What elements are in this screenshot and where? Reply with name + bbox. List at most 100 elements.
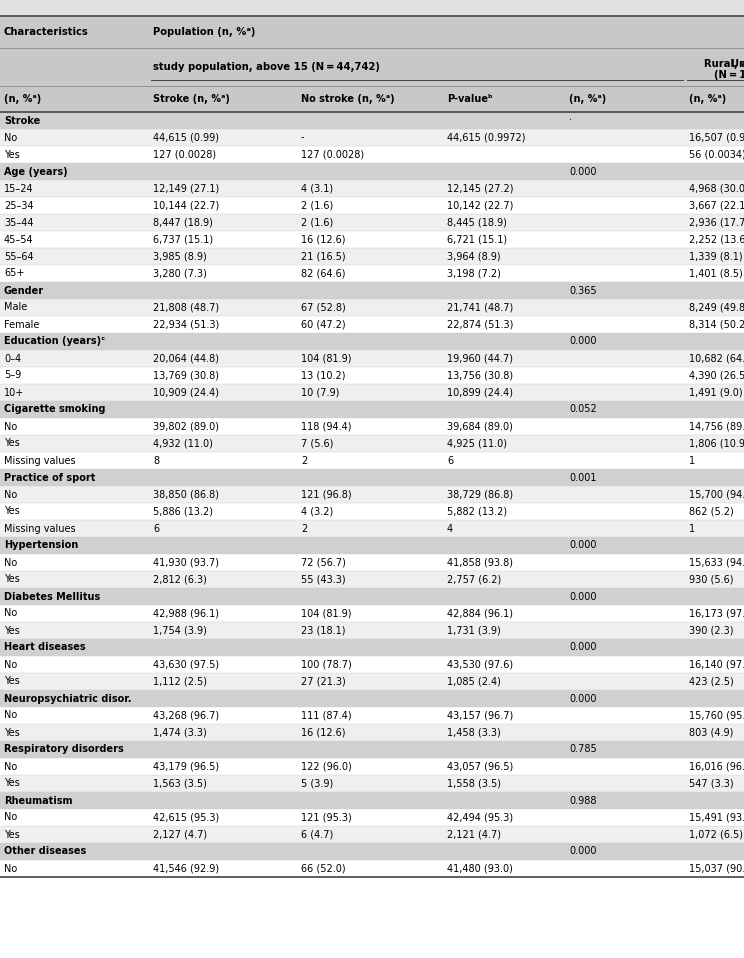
Text: 15,037 (90.9): 15,037 (90.9) xyxy=(689,863,744,874)
Text: 38,729 (86.8): 38,729 (86.8) xyxy=(447,490,513,499)
Text: 35–44: 35–44 xyxy=(4,217,33,227)
Text: 2,252 (13.6): 2,252 (13.6) xyxy=(689,235,744,244)
Text: 2,127 (4.7): 2,127 (4.7) xyxy=(153,830,207,839)
Text: 122 (96.0): 122 (96.0) xyxy=(301,762,352,771)
Text: 2,936 (17.7): 2,936 (17.7) xyxy=(689,217,744,227)
Text: 8,249 (49.8): 8,249 (49.8) xyxy=(689,303,744,312)
Bar xyxy=(0,707,744,724)
Text: 0.001: 0.001 xyxy=(569,472,597,483)
Text: 12,149 (27.1): 12,149 (27.1) xyxy=(153,184,219,194)
Bar xyxy=(0,231,744,248)
Text: 42,615 (95.3): 42,615 (95.3) xyxy=(153,812,219,823)
Text: 930 (5.6): 930 (5.6) xyxy=(689,575,734,584)
Text: 0.785: 0.785 xyxy=(569,744,597,755)
Text: 43,268 (96.7): 43,268 (96.7) xyxy=(153,711,219,720)
Text: 4 (3.2): 4 (3.2) xyxy=(301,507,333,516)
Text: Other diseases: Other diseases xyxy=(4,847,86,856)
Text: 390 (2.3): 390 (2.3) xyxy=(689,626,734,635)
Text: 100 (78.7): 100 (78.7) xyxy=(301,659,352,670)
Bar xyxy=(0,537,744,554)
Bar xyxy=(0,435,744,452)
Text: 5,882 (13.2): 5,882 (13.2) xyxy=(447,507,507,516)
Text: 10 (7.9): 10 (7.9) xyxy=(301,387,339,398)
Text: Neuropsychiatric disor.: Neuropsychiatric disor. xyxy=(4,694,132,703)
Bar xyxy=(0,469,744,486)
Text: 2,812 (6.3): 2,812 (6.3) xyxy=(153,575,207,584)
Bar xyxy=(0,690,744,707)
Text: 42,494 (95.3): 42,494 (95.3) xyxy=(447,812,513,823)
Text: 10,142 (22.7): 10,142 (22.7) xyxy=(447,200,513,211)
Text: 118 (94.4): 118 (94.4) xyxy=(301,422,351,431)
Text: (n, %ᵃ): (n, %ᵃ) xyxy=(569,94,606,104)
Bar xyxy=(0,367,744,384)
Text: Missing values: Missing values xyxy=(4,455,76,466)
Text: 1,491 (9.0): 1,491 (9.0) xyxy=(689,387,743,398)
Text: 7 (5.6): 7 (5.6) xyxy=(301,439,333,448)
Text: 0.000: 0.000 xyxy=(569,643,597,652)
Text: 10,144 (22.7): 10,144 (22.7) xyxy=(153,200,219,211)
Text: 16 (12.6): 16 (12.6) xyxy=(301,727,345,738)
Bar xyxy=(0,350,744,367)
Text: study population, above 15 (N = 44,742): study population, above 15 (N = 44,742) xyxy=(153,62,380,72)
Text: 16,016 (96.7): 16,016 (96.7) xyxy=(689,762,744,771)
Text: Stroke: Stroke xyxy=(4,116,40,125)
Bar xyxy=(0,299,744,316)
Text: 2,757 (6.2): 2,757 (6.2) xyxy=(447,575,501,584)
Text: 1,401 (8.5): 1,401 (8.5) xyxy=(689,268,743,279)
Text: 15,491 (93.5): 15,491 (93.5) xyxy=(689,812,744,823)
Bar xyxy=(0,16,744,48)
Bar xyxy=(0,605,744,622)
Bar xyxy=(0,860,744,877)
Text: No: No xyxy=(4,812,17,823)
Bar xyxy=(0,843,744,860)
Text: 6 (4.7): 6 (4.7) xyxy=(301,830,333,839)
Text: Gender: Gender xyxy=(4,285,44,295)
Text: 0.000: 0.000 xyxy=(569,694,597,703)
Text: Male: Male xyxy=(4,303,28,312)
Text: 111 (87.4): 111 (87.4) xyxy=(301,711,352,720)
Text: 2 (1.6): 2 (1.6) xyxy=(301,217,333,227)
Bar xyxy=(0,741,744,758)
Text: Stroke (n, %ᵃ): Stroke (n, %ᵃ) xyxy=(153,94,230,104)
Bar xyxy=(0,248,744,265)
Text: Rural, above 15: Rural, above 15 xyxy=(704,59,744,69)
Text: 44,615 (0.99): 44,615 (0.99) xyxy=(153,132,219,143)
Text: -: - xyxy=(301,132,304,143)
Text: 42,884 (96.1): 42,884 (96.1) xyxy=(447,608,513,619)
Text: 22,934 (51.3): 22,934 (51.3) xyxy=(153,320,219,330)
Text: 1,754 (3.9): 1,754 (3.9) xyxy=(153,626,207,635)
Text: (N = 16,563): (N = 16,563) xyxy=(714,70,744,80)
Text: 14,756 (89.1): 14,756 (89.1) xyxy=(689,422,744,431)
Text: 38,850 (86.8): 38,850 (86.8) xyxy=(153,490,219,499)
Text: 4 (3.1): 4 (3.1) xyxy=(301,184,333,194)
Text: 66 (52.0): 66 (52.0) xyxy=(301,863,346,874)
Text: Yes: Yes xyxy=(4,779,20,788)
Text: 104 (81.9): 104 (81.9) xyxy=(301,354,351,363)
Bar xyxy=(0,146,744,163)
Text: 27 (21.3): 27 (21.3) xyxy=(301,676,346,687)
Text: 55 (43.3): 55 (43.3) xyxy=(301,575,346,584)
Text: 803 (4.9): 803 (4.9) xyxy=(689,727,734,738)
Text: Respiratory disorders: Respiratory disorders xyxy=(4,744,124,755)
Text: 4,968 (30.0): 4,968 (30.0) xyxy=(689,184,744,194)
Text: 5–9: 5–9 xyxy=(4,371,22,380)
Text: 10,909 (24.4): 10,909 (24.4) xyxy=(153,387,219,398)
Bar xyxy=(0,401,744,418)
Text: 44,615 (0.9972): 44,615 (0.9972) xyxy=(447,132,525,143)
Text: 6: 6 xyxy=(447,455,453,466)
Text: 15,760 (95.1): 15,760 (95.1) xyxy=(689,711,744,720)
Text: Yes: Yes xyxy=(4,575,20,584)
Text: 0.000: 0.000 xyxy=(569,540,597,551)
Text: 1,112 (2.5): 1,112 (2.5) xyxy=(153,676,207,687)
Text: 5,886 (13.2): 5,886 (13.2) xyxy=(153,507,213,516)
Bar xyxy=(0,571,744,588)
Bar xyxy=(0,0,744,16)
Bar xyxy=(0,656,744,673)
Text: 0.000: 0.000 xyxy=(569,847,597,856)
Text: 6,737 (15.1): 6,737 (15.1) xyxy=(153,235,213,244)
Text: 1,731 (3.9): 1,731 (3.9) xyxy=(447,626,501,635)
Text: 60 (47.2): 60 (47.2) xyxy=(301,320,346,330)
Text: 43,630 (97.5): 43,630 (97.5) xyxy=(153,659,219,670)
Text: No: No xyxy=(4,659,17,670)
Text: 4,390 (26.5): 4,390 (26.5) xyxy=(689,371,744,380)
